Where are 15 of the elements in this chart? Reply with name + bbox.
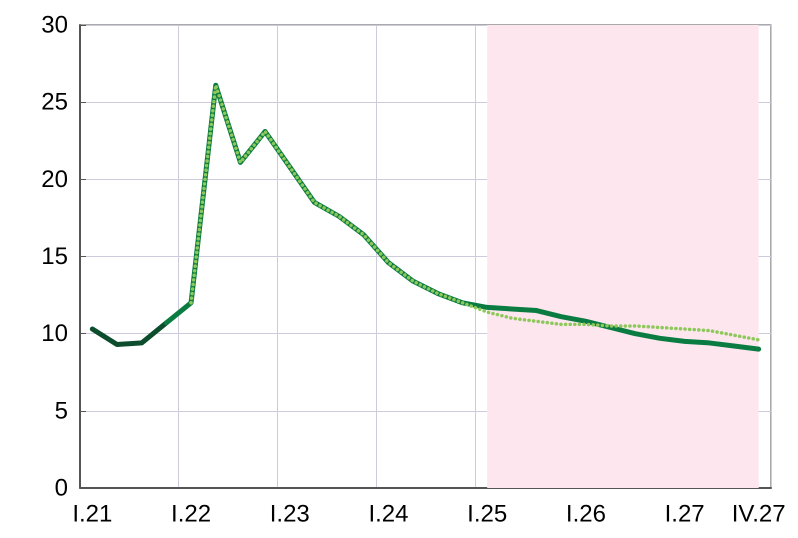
- x-tick-label: I.26: [566, 500, 606, 528]
- x-tick-label: IV.27: [732, 500, 786, 528]
- x-tick-label: I.23: [270, 500, 310, 528]
- y-tick-label: 10: [41, 320, 68, 348]
- y-tick-label: 30: [41, 12, 68, 38]
- y-tick-label: 0: [54, 474, 68, 502]
- x-tick-label: I.21: [72, 500, 112, 528]
- y-tick-label: 5: [54, 397, 68, 424]
- x-tick-label: I.22: [171, 500, 212, 528]
- x-tick-label: I.27: [664, 500, 705, 528]
- y-tick-label: 20: [41, 166, 68, 193]
- y-tick-label: 25: [41, 88, 68, 116]
- y-tick-label: 15: [41, 243, 68, 270]
- x-tick-label: I.24: [368, 500, 408, 528]
- x-tick-label: I.25: [467, 500, 508, 528]
